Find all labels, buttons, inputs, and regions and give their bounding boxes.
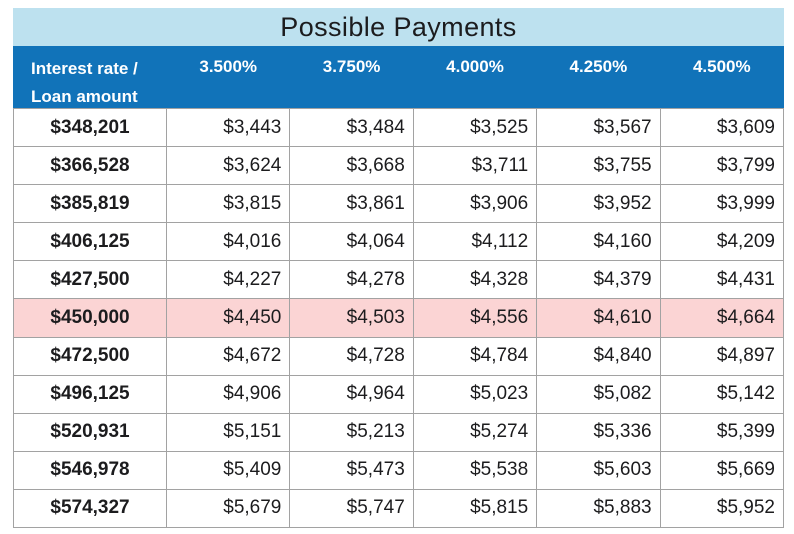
payment-cell: $5,399 (660, 413, 783, 451)
payment-cell: $5,538 (413, 451, 537, 489)
payment-cell: $3,861 (290, 185, 413, 223)
payment-cell: $4,503 (290, 299, 413, 337)
payment-cell: $5,747 (290, 489, 413, 528)
payment-cell: $3,567 (537, 109, 660, 147)
data-grid: $348,201 $3,443 $3,484 $3,525 $3,567 $3,609 $3… (13, 108, 784, 529)
payment-cell: $5,023 (413, 375, 537, 413)
loan-amount-cell: $472,500 (14, 337, 166, 375)
table-header-row: Interest rate / Loan amount 3.500% 3.750%… (13, 46, 784, 108)
payment-cell: $4,784 (413, 337, 537, 375)
loan-amount-cell: $385,819 (14, 185, 166, 223)
payment-cell: $4,064 (290, 223, 413, 261)
payment-cell: $3,952 (537, 185, 660, 223)
corner-header-line1: Interest rate / (31, 59, 138, 78)
payment-cell: $5,151 (167, 413, 290, 451)
payment-cell: $4,672 (167, 337, 290, 375)
payment-cell: $3,624 (167, 147, 290, 185)
payment-cell: $4,906 (167, 375, 290, 413)
payment-cell: $4,112 (413, 223, 537, 261)
payment-cell: $3,799 (660, 147, 783, 185)
payment-cell: $4,227 (167, 261, 290, 299)
loan-amount-cell: $406,125 (14, 223, 166, 261)
payment-cell: $4,556 (413, 299, 537, 337)
payment-cell: $3,711 (413, 147, 537, 185)
payment-cell: $5,883 (537, 489, 660, 528)
payment-cell: $5,082 (537, 375, 660, 413)
payment-cell: $4,328 (413, 261, 537, 299)
payment-cell: $3,999 (660, 185, 783, 223)
loan-amount-cell: $546,978 (14, 451, 166, 489)
payment-cell: $3,609 (660, 109, 783, 147)
payment-cell: $5,213 (290, 413, 413, 451)
payment-cell: $4,897 (660, 337, 783, 375)
payment-cell: $5,669 (660, 451, 783, 489)
corner-header: Interest rate / Loan amount (14, 47, 166, 111)
loan-amount-cell: $366,528 (14, 147, 166, 185)
payment-cell: $3,668 (290, 147, 413, 185)
loan-amount-cell: $496,125 (14, 375, 166, 413)
payment-cell: $5,952 (660, 489, 783, 528)
payment-cell: $4,379 (537, 261, 660, 299)
rate-column-header: 3.500% (199, 57, 258, 76)
payment-cell: $5,409 (167, 451, 290, 489)
table-title: Possible Payments (13, 8, 784, 46)
payment-cell: $3,906 (413, 185, 537, 223)
payment-cell: $4,840 (537, 337, 660, 375)
payment-cell: $4,209 (660, 223, 783, 261)
rate-column-header: 4.500% (692, 57, 751, 76)
payment-cell: $3,443 (167, 109, 290, 147)
loan-amount-cell: $574,327 (14, 489, 166, 528)
payment-cell: $3,484 (290, 109, 413, 147)
payment-cell: $5,274 (413, 413, 537, 451)
payment-cell: $4,664 (660, 299, 783, 337)
loan-amount-cell: $427,500 (14, 261, 166, 299)
payment-cell: $5,815 (413, 489, 537, 528)
payment-cell: $5,679 (167, 489, 290, 528)
payment-cell: $5,473 (290, 451, 413, 489)
payment-cell: $4,016 (167, 223, 290, 261)
loan-amount-cell: $520,931 (14, 413, 166, 451)
payment-cell: $4,278 (290, 261, 413, 299)
payment-cell: $5,336 (537, 413, 660, 451)
payment-cell: $5,603 (537, 451, 660, 489)
payment-cell: $4,610 (537, 299, 660, 337)
payment-cell: $3,525 (413, 109, 537, 147)
highlighted-loan-amount-cell: $450,000 (14, 299, 166, 337)
payment-cell: $4,431 (660, 261, 783, 299)
rate-column-header: 3.750% (322, 57, 381, 76)
corner-header-line2: Loan amount (31, 87, 138, 106)
loan-amount-cell: $348,201 (14, 109, 166, 147)
payment-cell: $4,728 (290, 337, 413, 375)
payment-cell: $5,142 (660, 375, 783, 413)
payment-cell: $3,755 (537, 147, 660, 185)
payment-cell: $4,160 (537, 223, 660, 261)
payment-cell: $4,964 (290, 375, 413, 413)
payment-cell: $4,450 (167, 299, 290, 337)
rate-column-header: 4.250% (569, 57, 628, 76)
possible-payments-table: Possible Payments Interest rate / Loan a… (13, 8, 784, 529)
rate-column-header: 4.000% (446, 57, 504, 76)
payment-cell: $3,815 (167, 185, 290, 223)
